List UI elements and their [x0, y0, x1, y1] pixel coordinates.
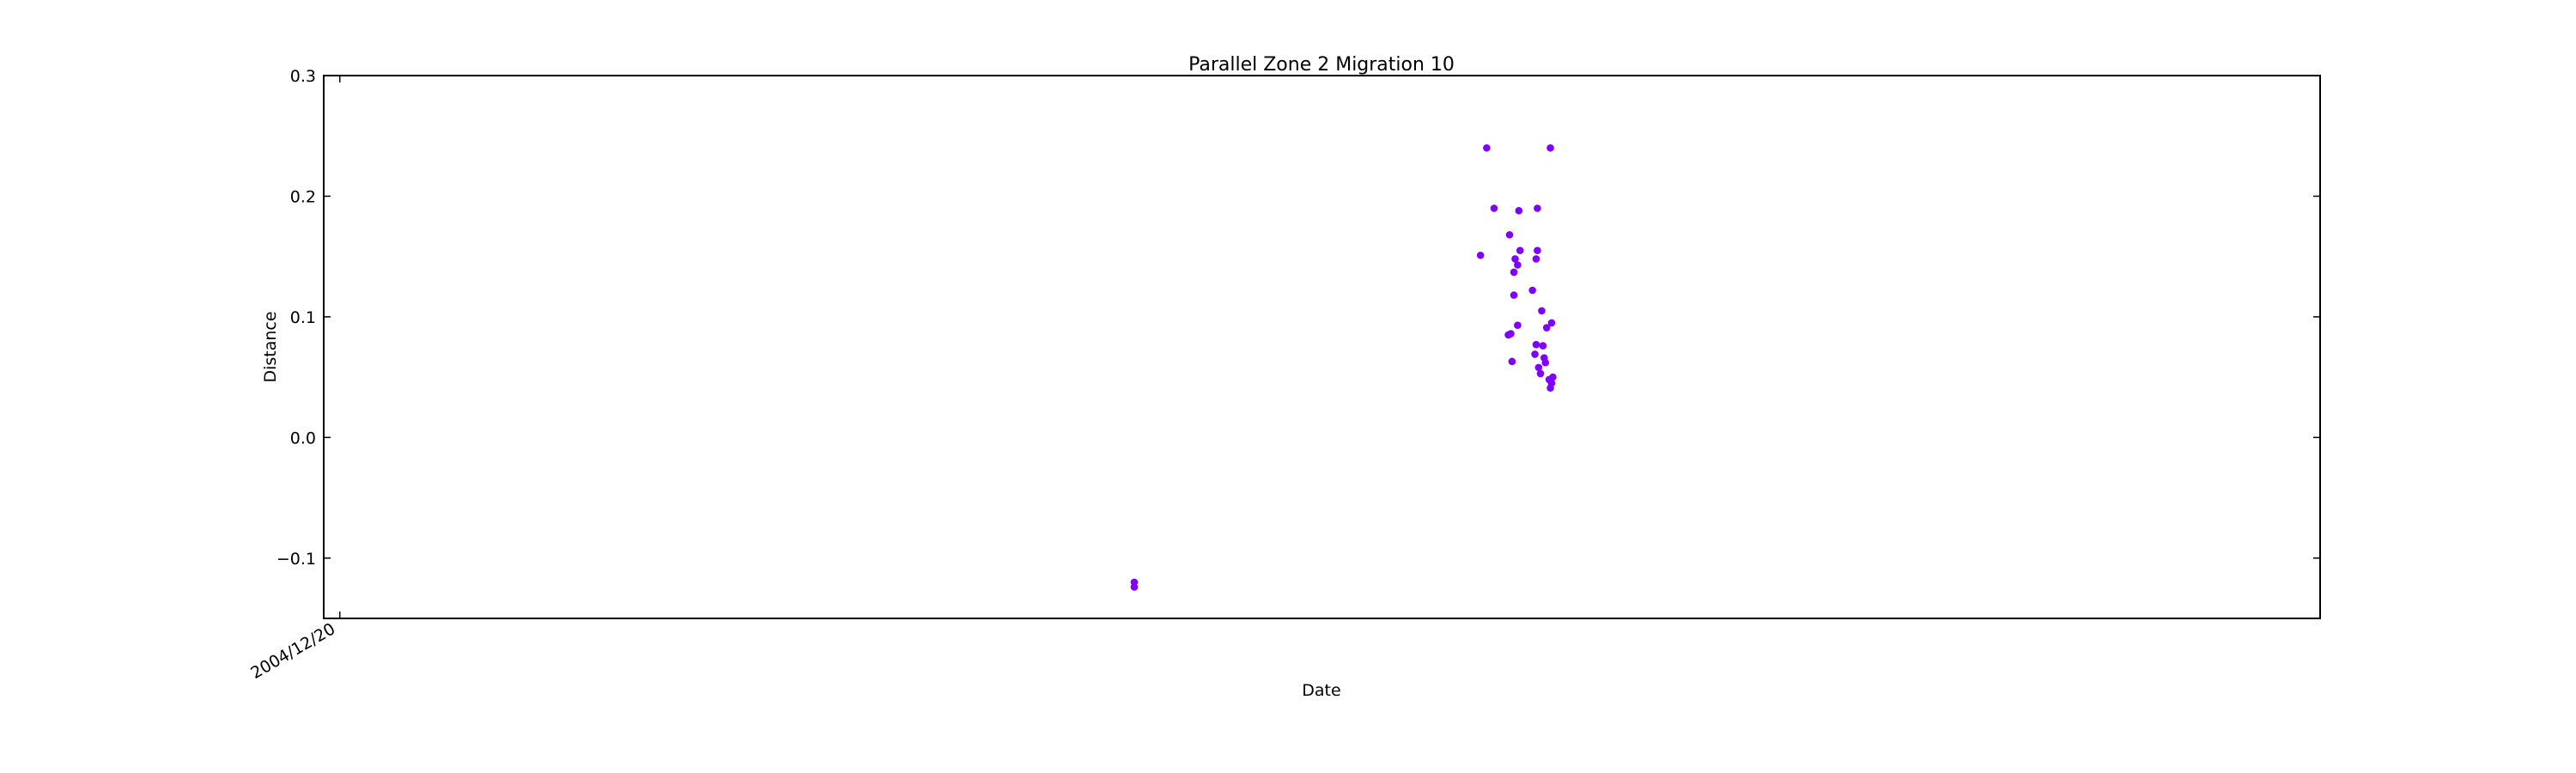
y-axis-ticks: −0.1 0.0 0.1 0.2 0.3 [276, 67, 2320, 569]
data-point [1504, 331, 1512, 339]
chart-title: Parallel Zone 2 Migration 10 [1188, 54, 1455, 76]
data-point [1542, 324, 1551, 332]
data-point [1130, 583, 1139, 591]
data-point [1538, 307, 1546, 315]
y-tick-label: 0.3 [290, 67, 316, 86]
data-point [1516, 247, 1524, 254]
data-points [1130, 143, 1557, 591]
data-point [1510, 268, 1518, 277]
y-tick-label: 0.1 [290, 308, 316, 327]
data-point [1546, 143, 1554, 152]
data-point [1534, 247, 1541, 254]
x-tick-label: 2004/12/20 [247, 619, 338, 683]
x-axis-label: Date [1302, 681, 1340, 700]
data-point [1534, 204, 1541, 212]
y-tick-label: 0.2 [290, 187, 316, 206]
y-axis-label: Distance [261, 311, 280, 382]
data-point [1511, 255, 1519, 263]
data-point [1514, 321, 1522, 330]
data-point [1514, 261, 1522, 269]
data-point [1531, 350, 1539, 358]
data-point [1505, 231, 1514, 239]
data-point [1546, 384, 1554, 393]
data-point [1532, 255, 1540, 263]
y-tick-label: 0.0 [290, 429, 316, 447]
data-point [1532, 340, 1540, 349]
data-point [1536, 369, 1545, 378]
data-point [1476, 251, 1485, 259]
data-point [1528, 286, 1536, 295]
data-point [1510, 291, 1518, 299]
plot-frame [323, 75, 2321, 619]
data-point [1539, 342, 1547, 350]
data-point [1541, 358, 1550, 367]
data-point [1515, 206, 1523, 215]
data-point [1508, 357, 1516, 366]
data-point [1490, 204, 1498, 212]
y-tick-label: −0.1 [276, 550, 316, 569]
data-point [1483, 143, 1491, 152]
data-point [1534, 363, 1543, 372]
data-point [1547, 319, 1556, 327]
